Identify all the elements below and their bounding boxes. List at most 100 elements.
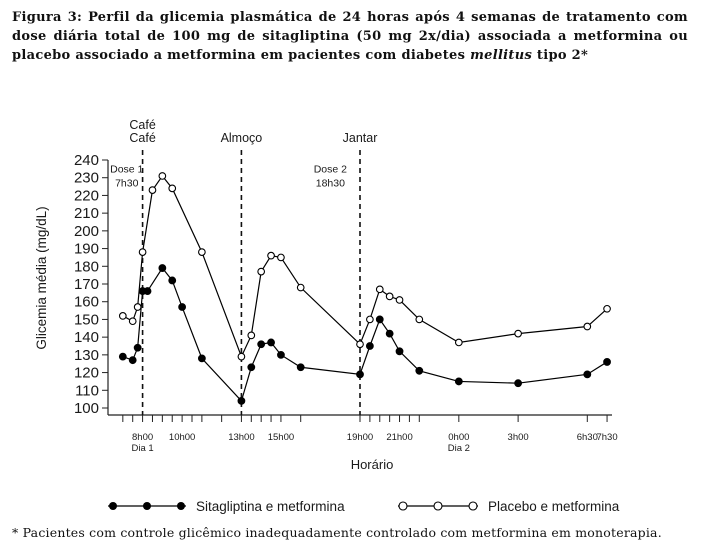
data-point xyxy=(133,303,142,311)
data-point xyxy=(415,366,424,375)
data-point xyxy=(277,350,285,359)
data-point xyxy=(247,363,256,372)
meal-label: Café xyxy=(129,118,155,132)
legend-marker xyxy=(468,501,478,511)
dose-label: 7h30 xyxy=(115,177,139,189)
y-tick-label: 150 xyxy=(74,311,99,328)
meal-label: Almoço xyxy=(221,131,263,145)
y-tick-label: 240 xyxy=(74,152,99,169)
data-point xyxy=(583,322,592,331)
data-point xyxy=(158,264,167,272)
data-point xyxy=(247,331,256,340)
data-point xyxy=(603,358,611,366)
dose-label: Dose 2 xyxy=(314,163,347,175)
x-axis-label: Horário xyxy=(351,457,394,472)
footnote: * Pacientes com controle glicêmico inade… xyxy=(12,525,662,540)
data-point xyxy=(143,287,152,295)
data-point xyxy=(415,315,424,324)
legend-label: Placebo e metformina xyxy=(488,499,620,514)
legend-marker xyxy=(109,502,117,510)
data-point xyxy=(237,397,246,405)
data-point xyxy=(257,340,266,349)
data-point xyxy=(267,251,275,260)
y-tick-label: 120 xyxy=(74,365,99,382)
x-tick-label: 0h00 xyxy=(448,432,469,443)
legend-marker xyxy=(177,502,185,510)
figure-caption: Figura 3: Perfil da glicemia plasmática … xyxy=(12,8,688,65)
caption-italic: mellitus xyxy=(470,48,533,63)
y-tick-label: 170 xyxy=(74,276,99,293)
legend-marker xyxy=(433,501,443,511)
dose-label: 18h30 xyxy=(316,177,345,189)
data-point xyxy=(118,352,127,361)
x-tick-label: 6h30 xyxy=(577,432,598,443)
data-point xyxy=(375,285,384,294)
data-point xyxy=(296,283,305,292)
data-point xyxy=(385,329,394,338)
data-point xyxy=(257,267,266,276)
data-point xyxy=(514,329,522,338)
y-tick-label: 190 xyxy=(74,241,99,258)
data-point xyxy=(395,347,404,356)
data-point xyxy=(514,379,523,388)
data-point xyxy=(118,312,127,320)
data-point xyxy=(197,354,206,363)
dose-label: Dose 1 xyxy=(110,163,143,175)
y-tick-label: 130 xyxy=(74,347,99,364)
x-tick-label: 3h00 xyxy=(508,432,529,443)
data-point xyxy=(454,377,463,386)
data-point xyxy=(385,292,394,301)
y-tick-label: 230 xyxy=(74,170,99,187)
data-point xyxy=(148,186,157,194)
data-point xyxy=(454,338,463,347)
x-tick-label: 15h00 xyxy=(268,432,294,443)
data-point xyxy=(395,296,404,304)
y-tick-label: 220 xyxy=(74,187,99,204)
y-tick-label: 200 xyxy=(74,223,99,240)
y-tick-label: 100 xyxy=(74,400,99,417)
y-axis-label: Glicemia média (mg/dL) xyxy=(34,206,49,349)
data-point xyxy=(168,184,177,193)
data-point xyxy=(168,276,177,285)
data-point xyxy=(365,342,374,350)
legend-label: Sitagliptina e metformina xyxy=(196,499,345,514)
data-point xyxy=(133,343,142,352)
y-tick-label: 160 xyxy=(74,294,99,311)
x-tick-label: 8h00 xyxy=(132,432,153,443)
x-tick-label: 13h00 xyxy=(228,432,254,443)
x-tick-label: 19h00 xyxy=(347,432,373,443)
data-point xyxy=(237,352,246,361)
data-point xyxy=(296,363,305,372)
data-point xyxy=(583,370,592,379)
data-point xyxy=(128,317,137,326)
x-tick-sublabel: Dia 1 xyxy=(131,443,153,454)
data-point xyxy=(356,370,364,379)
legend-marker xyxy=(398,501,408,511)
data-point xyxy=(178,303,187,311)
data-point xyxy=(198,248,206,256)
y-tick-label: 210 xyxy=(74,205,99,222)
caption-text: Figura 3: Perfil da glicemia plasmática … xyxy=(12,10,688,63)
data-point xyxy=(158,172,167,180)
data-point xyxy=(375,315,384,324)
x-tick-label: 7h30 xyxy=(596,432,617,443)
y-tick-label: 140 xyxy=(74,329,99,346)
data-point xyxy=(366,315,374,324)
data-point xyxy=(128,356,137,365)
x-tick-sublabel: Dia 2 xyxy=(448,443,470,454)
data-point xyxy=(277,253,285,262)
x-tick-label: 21h00 xyxy=(386,432,412,443)
data-point xyxy=(356,340,364,349)
series-line xyxy=(122,174,608,359)
data-point xyxy=(138,248,147,256)
y-tick-label: 110 xyxy=(75,382,99,399)
data-point xyxy=(603,304,611,313)
meal-label: Café xyxy=(129,131,155,145)
legend-marker xyxy=(143,502,151,510)
y-tick-label: 180 xyxy=(74,258,99,275)
x-tick-label: 10h00 xyxy=(169,432,195,443)
data-point xyxy=(267,338,275,347)
caption-suffix: tipo 2* xyxy=(532,48,589,63)
meal-label: Jantar xyxy=(343,131,378,145)
